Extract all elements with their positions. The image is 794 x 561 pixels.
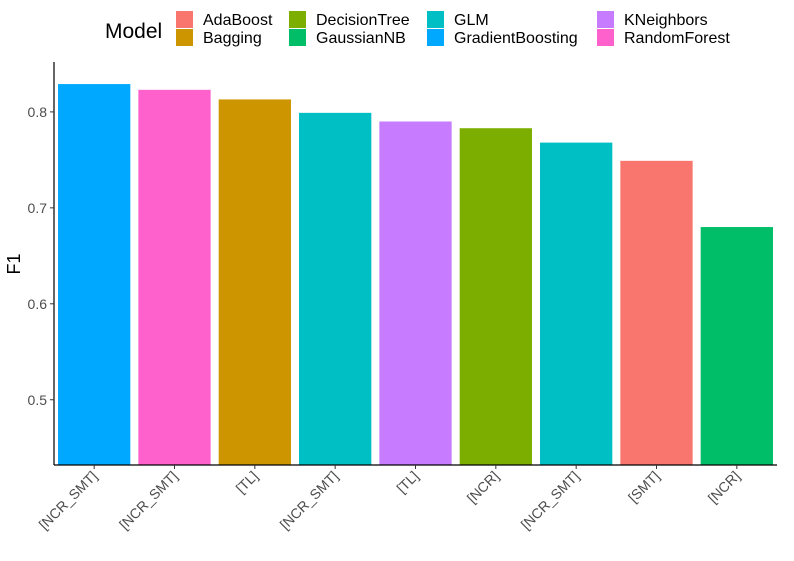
x-tick-label: [NCR]	[705, 468, 743, 506]
bar	[459, 128, 532, 465]
bar	[620, 160, 693, 465]
y-tick-label: 0.7	[28, 200, 48, 216]
bar	[218, 99, 291, 466]
bar	[299, 112, 372, 465]
bar	[700, 227, 773, 465]
legend-label: DecisionTree	[316, 12, 410, 29]
y-tick-label: 0.8	[28, 104, 48, 120]
bars	[58, 84, 773, 466]
legend-key	[176, 29, 193, 46]
legend-key	[597, 29, 614, 46]
legend-key	[427, 11, 444, 28]
legend-label: GaussianNB	[316, 30, 406, 47]
y-tick-label: 0.6	[28, 296, 48, 312]
y-axis-title: F1	[4, 253, 24, 274]
legend-label: KNeighbors	[624, 12, 708, 29]
legend-key	[289, 29, 306, 46]
x-tick-label: [NCR_SMT]	[116, 468, 181, 533]
bar	[540, 142, 613, 465]
x-tick-label: [NCR]	[464, 468, 502, 506]
bar	[138, 89, 211, 465]
legend-label: GLM	[454, 12, 489, 29]
bar	[379, 121, 452, 466]
x-tick-label: [TL]	[393, 468, 421, 496]
x-tick-label: [NCR_SMT]	[277, 468, 342, 533]
legend-label: Bagging	[203, 30, 262, 47]
x-tick-label: [NCR_SMT]	[36, 468, 101, 533]
legend-key	[597, 11, 614, 28]
legend-label: AdaBoost	[203, 12, 273, 29]
y-tick-label: 0.5	[28, 392, 48, 408]
legend-label: RandomForest	[624, 30, 730, 47]
x-tick-label: [TL]	[233, 468, 261, 496]
legend-label: GradientBoosting	[454, 30, 578, 47]
legend-title: Model	[105, 20, 162, 43]
legend-key	[427, 29, 444, 46]
legend-key	[176, 11, 193, 28]
x-tick-label: [NCR_SMT]	[518, 468, 583, 533]
bar	[58, 84, 131, 465]
x-tick-label: [SMT]	[625, 468, 663, 506]
legend-key	[289, 11, 306, 28]
